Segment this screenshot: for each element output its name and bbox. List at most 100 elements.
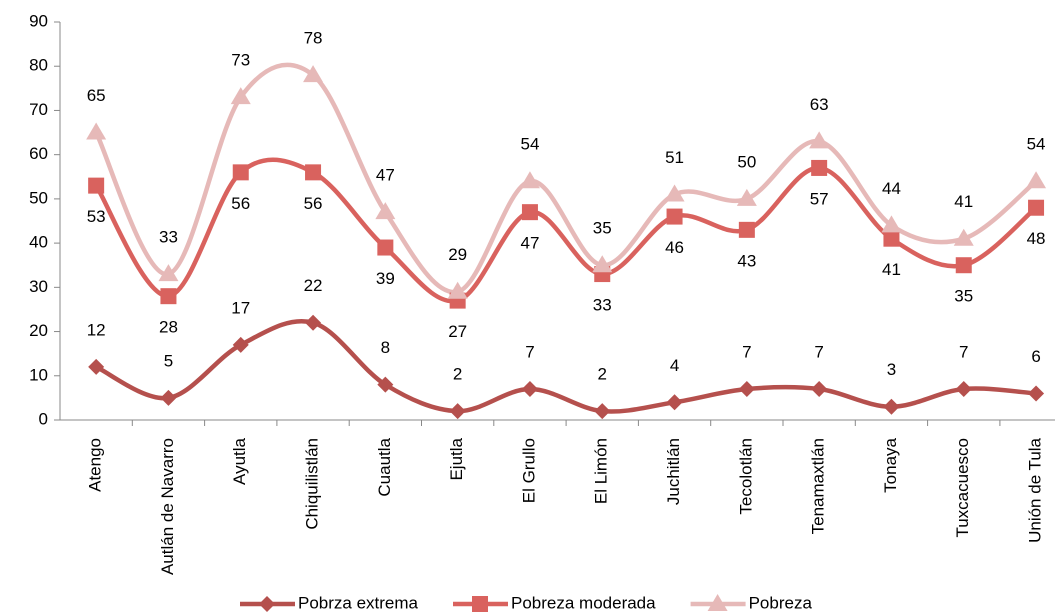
x-tick-label: Ejutla [447,437,466,480]
x-tick-label: El Limón [592,438,611,504]
x-tick-label: Tenamaxtlán [809,438,828,534]
data-label: 4 [670,356,679,375]
x-tick-label: Tecolotlán [736,438,755,515]
data-label: 22 [304,276,323,295]
marker [232,164,249,181]
y-tick-label: 30 [29,277,48,296]
marker [160,389,177,406]
data-label: 65 [87,86,106,105]
data-label: 51 [665,148,684,167]
data-label: 7 [959,343,968,362]
y-tick-label: 10 [29,365,48,384]
legend-item: Pobrza extrema [240,593,419,612]
data-label: 44 [882,179,901,198]
marker [955,257,972,274]
data-label: 46 [665,238,684,257]
data-label: 8 [381,338,390,357]
marker [88,358,105,375]
marker [1026,171,1047,189]
data-label: 7 [814,343,823,362]
marker [592,255,613,273]
y-tick-label: 60 [29,144,48,163]
marker [86,122,107,140]
marker [519,171,540,189]
x-tick-label: Unión de Tula [1026,437,1045,542]
marker [230,87,251,105]
marker [1028,199,1045,216]
data-label: 29 [448,245,467,264]
data-label: 35 [954,287,973,306]
legend-marker [472,596,488,612]
y-tick-label: 20 [29,321,48,340]
marker [305,314,322,331]
data-label: 54 [520,135,539,154]
marker [953,228,974,246]
data-label: 12 [87,320,106,339]
legend-label: Pobrza extrema [298,593,419,612]
y-tick-label: 0 [39,409,48,428]
data-label: 43 [737,251,756,270]
data-label: 54 [1027,135,1046,154]
legend-marker [259,596,275,612]
x-tick-label: El Grullo [519,438,538,503]
y-tick-label: 80 [29,56,48,75]
data-label: 5 [164,351,173,370]
data-label: 47 [520,234,539,253]
x-tick-label: Tuxcacuesco [953,438,972,538]
marker [666,394,683,411]
marker [881,215,902,233]
data-label: 50 [737,152,756,171]
marker [305,164,322,181]
legend-label: Pobreza moderada [511,593,656,612]
marker [883,230,900,247]
data-label: 48 [1027,229,1046,248]
marker [521,204,538,221]
x-tick-label: Juchitlán [664,438,683,505]
data-label: 17 [231,298,250,317]
legend-item: Pobreza [690,593,813,612]
y-tick-label: 70 [29,100,48,119]
data-label: 78 [304,29,323,48]
data-label: 57 [810,189,829,208]
marker [736,188,757,206]
data-label: 53 [87,207,106,226]
marker [521,381,538,398]
marker [738,221,755,238]
marker [1028,385,1045,402]
marker [447,281,468,299]
data-label: 56 [231,194,250,213]
data-label: 33 [159,228,178,247]
marker [449,403,466,420]
marker [811,381,828,398]
x-tick-label: Chiquilistlán [303,438,322,530]
data-label: 73 [231,51,250,70]
marker [738,381,755,398]
data-label: 56 [304,194,323,213]
y-tick-label: 50 [29,188,48,207]
marker [160,288,177,305]
x-tick-label: Atengo [86,438,105,492]
x-tick-label: Ayutla [230,437,249,484]
data-label: 27 [448,322,467,341]
data-label: 35 [593,219,612,238]
data-label: 7 [525,343,534,362]
data-label: 2 [598,365,607,384]
legend-marker [707,594,728,611]
x-tick-label: Cuautla [375,437,394,496]
marker [377,376,394,393]
marker [883,398,900,415]
data-label: 2 [453,365,462,384]
legend-label: Pobreza [749,593,813,612]
y-tick-label: 40 [29,233,48,252]
marker [158,264,179,282]
x-tick-label: Tonaya [881,437,900,492]
data-label: 28 [159,318,178,337]
x-tick-label: Autlán de Navarro [158,438,177,575]
legend-item: Pobreza moderada [453,593,656,612]
marker [955,381,972,398]
data-label: 47 [376,166,395,185]
marker [88,177,105,194]
marker [811,159,828,176]
